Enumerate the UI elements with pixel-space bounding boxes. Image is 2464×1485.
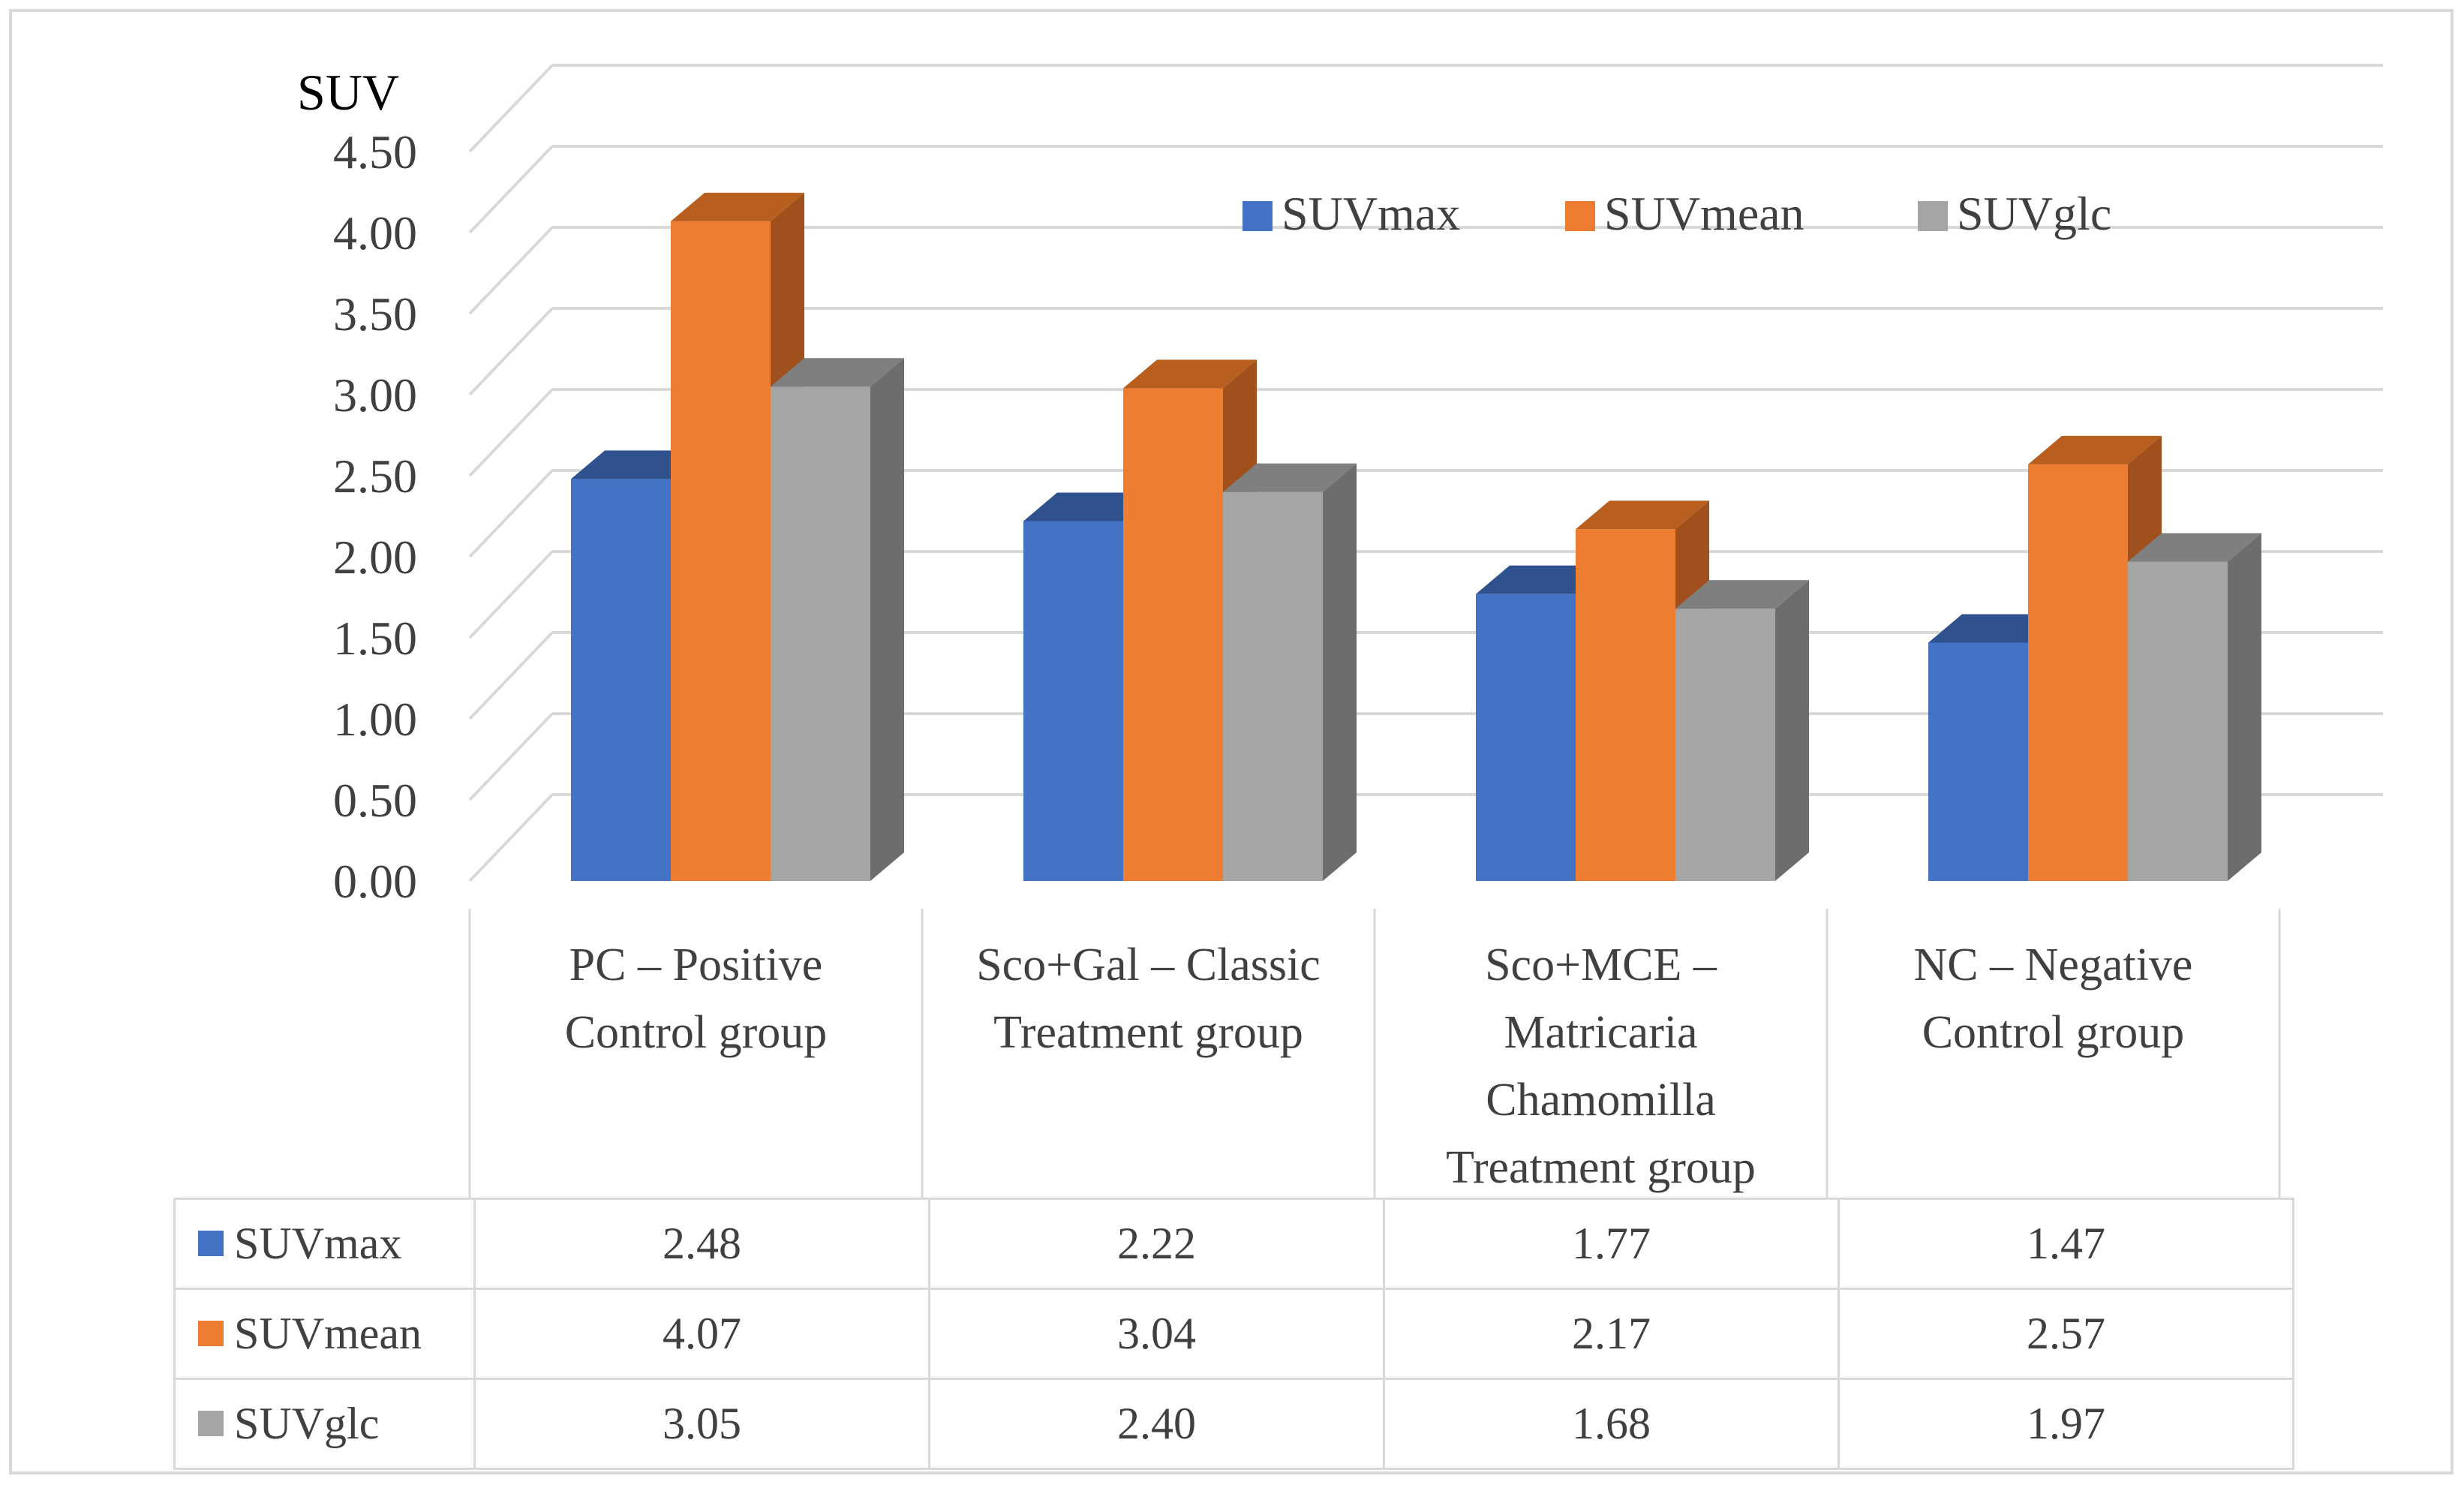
- gridline-depth: [468, 64, 554, 153]
- table-cell: 1.47: [1837, 1198, 2294, 1290]
- chart-svg: 0.00 0.50 1.00 1.50 2.00 2.50 3.00 3.50 4.00 4.50…: [297, 64, 2383, 1198]
- gridline-depth: [468, 145, 554, 234]
- table-row: SUVglc 3.05 2.40 1.68 1.97: [173, 1378, 2294, 1470]
- table-cell: 2.48: [473, 1198, 930, 1290]
- table-row: SUVmean 4.07 3.04 2.17 2.57: [173, 1288, 2294, 1380]
- table-series-label: SUVmean: [173, 1288, 476, 1380]
- legend-label-suvmax: SUVmax: [1282, 187, 1460, 240]
- bar-front: [771, 386, 870, 881]
- gridline-depth: [468, 712, 554, 801]
- bar-side: [2228, 533, 2261, 881]
- bar-top: [1223, 463, 1357, 492]
- legend-swatch-suvglc: [1918, 201, 1948, 231]
- y-tick-label: 4.00: [333, 206, 417, 260]
- bar-front: [671, 221, 771, 881]
- bar-front: [2128, 561, 2228, 881]
- bar-front: [1123, 388, 1223, 881]
- gridline-depth: [468, 469, 554, 558]
- table-series-label: SUVmax: [173, 1198, 476, 1290]
- y-tick-label: 2.50: [333, 449, 417, 503]
- bars-layer: [571, 192, 2261, 881]
- legend-swatch-suvmean: [1565, 201, 1595, 231]
- bar-front: [1476, 594, 1576, 881]
- bar-front: [1928, 642, 2028, 881]
- table-cell: 4.07: [473, 1288, 930, 1380]
- category-label-line: Control group: [565, 1007, 828, 1058]
- category-label-line: Sco+MCE –: [1485, 939, 1717, 991]
- category-label: Sco+MCE – Matricaria Chamomilla Treatment g…: [1446, 939, 1756, 1193]
- bar-front: [1675, 609, 1775, 881]
- y-tick-label: 1.00: [333, 693, 417, 746]
- table-row: SUVmax 2.48 2.22 1.77 1.47: [173, 1198, 2294, 1290]
- table-legend-swatch: [198, 1321, 224, 1347]
- gridline-depth: [468, 793, 554, 882]
- y-tick-label: 1.50: [333, 612, 417, 665]
- bar-top: [2028, 435, 2162, 464]
- category-label: Sco+Gal – Classic Treatment group: [976, 939, 1321, 1058]
- bar-top: [771, 358, 904, 387]
- legend-swatch-suvmax: [1243, 201, 1273, 231]
- bar-suvglc-3: [1675, 580, 1809, 881]
- legend: SUVmax SUVmean SUVglc: [1243, 187, 2111, 240]
- gridline-depth: [468, 631, 554, 720]
- category-label-line: Sco+Gal – Classic: [976, 939, 1321, 991]
- table-legend-swatch: [198, 1411, 224, 1437]
- table-cell: 1.68: [1383, 1378, 1840, 1470]
- bar-side: [1775, 580, 1809, 881]
- table-cell: 1.97: [1837, 1378, 2294, 1470]
- bar-side: [1323, 463, 1357, 881]
- y-axis-title: SUV: [297, 64, 399, 121]
- legend-label-suvmean: SUVmean: [1604, 187, 1804, 240]
- table-legend-swatch: [198, 1231, 224, 1257]
- bar-top: [1576, 501, 1709, 530]
- bar-front: [2028, 464, 2128, 881]
- table-cell: 3.05: [473, 1378, 930, 1470]
- y-tick-label: 3.00: [333, 368, 417, 422]
- category-label-line: PC – Positive: [569, 939, 823, 991]
- y-tick-label: 0.00: [333, 855, 417, 908]
- gridline-depth: [468, 307, 554, 396]
- category-label-line: Matricaria: [1504, 1007, 1697, 1058]
- category-label-line: NC – Negative: [1914, 939, 2193, 991]
- category-label: NC – Negative Control group: [1914, 939, 2193, 1058]
- bar-front: [1576, 529, 1675, 881]
- category-label-line: Control group: [1922, 1007, 2185, 1058]
- bar-front: [1023, 521, 1123, 881]
- table-cell: 2.17: [1383, 1288, 1840, 1380]
- gridline-depth: [468, 226, 554, 315]
- table-series-label: SUVglc: [173, 1378, 476, 1470]
- y-tick-label: 4.50: [333, 125, 417, 179]
- table-cell: 2.40: [928, 1378, 1385, 1470]
- bar-top: [1675, 580, 1809, 609]
- category-label-line: Treatment group: [993, 1007, 1303, 1058]
- axis-layer: 0.00 0.50 1.00 1.50 2.00 2.50 3.00 3.50 4.00 4.50…: [297, 64, 2281, 1198]
- table-cell: 3.04: [928, 1288, 1385, 1380]
- category-label-line: Chamomilla: [1486, 1075, 1716, 1126]
- table-cell: 2.22: [928, 1198, 1385, 1290]
- bar-side: [870, 358, 904, 881]
- bar-suvglc-2: [1223, 463, 1357, 881]
- data-table: SUVmax 2.48 2.22 1.77 1.47 SUVmean 4.07 3.04 2.1…: [173, 1198, 2294, 1470]
- y-tick-label: 3.50: [333, 287, 417, 341]
- gridline-depth: [468, 550, 554, 639]
- y-tick-label: 2.00: [333, 531, 417, 584]
- bar-top: [2128, 533, 2261, 562]
- bar-top: [671, 192, 804, 221]
- bar-suvglc-4: [2128, 533, 2261, 881]
- y-tick-label: 0.50: [333, 774, 417, 827]
- bar-suvglc-1: [771, 358, 904, 881]
- bar-top: [1123, 359, 1257, 389]
- bar-front: [1223, 491, 1323, 881]
- table-cell: 2.57: [1837, 1288, 2294, 1380]
- legend-label-suvglc: SUVglc: [1957, 187, 2111, 240]
- chart-frame: 0.00 0.50 1.00 1.50 2.00 2.50 3.00 3.50 4.00 4.50…: [9, 9, 2453, 1474]
- bar-front: [571, 479, 671, 881]
- table-cell: 1.77: [1383, 1198, 1840, 1290]
- category-label: PC – Positive Control group: [565, 939, 828, 1058]
- gridline-depth: [468, 388, 554, 477]
- category-label-line: Treatment group: [1446, 1142, 1756, 1193]
